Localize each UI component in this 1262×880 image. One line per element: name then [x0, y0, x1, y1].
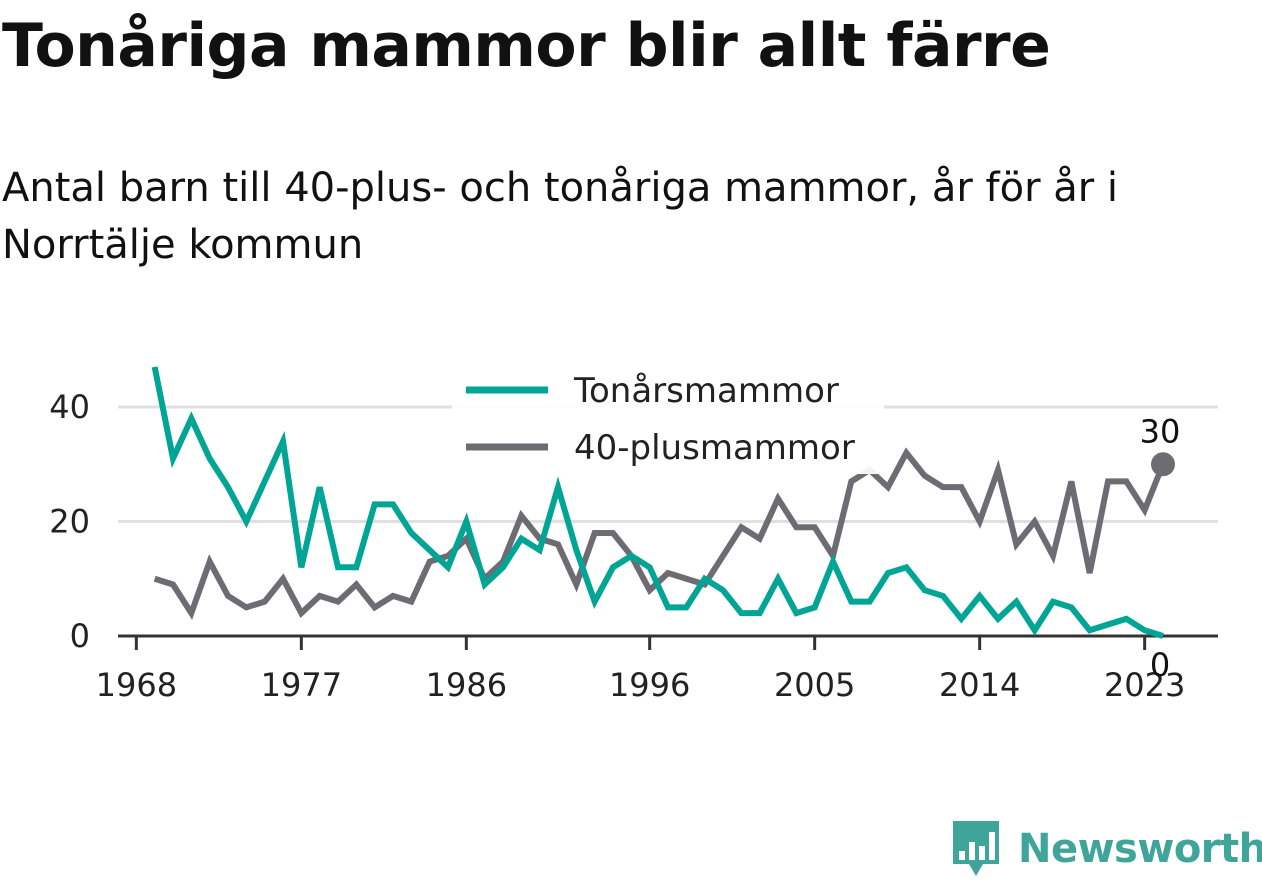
series-lines	[151, 366, 1166, 639]
legend-background	[452, 362, 884, 474]
chart-subtitle: Antal barn till 40-plus- och tonåriga ma…	[2, 165, 1119, 268]
gridlines: 0 20 40	[49, 388, 1218, 655]
x-tick-label-1977: 1977	[261, 666, 342, 704]
x-tick-label-1986: 1986	[426, 666, 507, 704]
x-tick-label-2023: 2023	[1104, 666, 1185, 704]
endpoint-marker-40-plus	[1151, 452, 1175, 477]
end-label-40-plus: 30	[1140, 412, 1181, 450]
x-tick-label-2005: 2005	[774, 666, 855, 704]
newsworthy-chart-icon	[953, 821, 999, 876]
legend-label-0: Tonårsmammor	[573, 371, 839, 411]
y-tick-label-20: 20	[49, 503, 90, 541]
x-axis: 1968 1977 1986 1996 2005 2014 2023	[96, 634, 1218, 704]
legend: Tonårsmammor 40-plusmammor	[452, 362, 884, 474]
x-tick-label-1996: 1996	[609, 666, 690, 704]
brand-icon-bubble	[953, 821, 999, 876]
end-label-teen: 0	[1150, 646, 1170, 684]
chart-title: Tonåriga mammor blir allt färre	[2, 11, 1051, 81]
brand-icon-bar-2	[969, 842, 975, 860]
series-line-0	[151, 366, 1164, 639]
brand-icon-bar-3	[979, 846, 985, 860]
newsworthy-brand: Newsworthy	[950, 818, 1262, 880]
end-labels: 30 0	[1140, 412, 1181, 684]
brand-icon-bar-1	[959, 851, 965, 860]
x-tick-label-2014: 2014	[939, 666, 1020, 704]
x-tick-label-1968: 1968	[96, 666, 177, 704]
brand-name: Newsworthy	[1018, 826, 1262, 872]
y-tick-label-40: 40	[49, 388, 90, 426]
y-tick-label-0: 0	[70, 617, 90, 655]
brand-icon-bar-4	[989, 832, 995, 860]
legend-label-1: 40-plusmammor	[574, 428, 855, 468]
